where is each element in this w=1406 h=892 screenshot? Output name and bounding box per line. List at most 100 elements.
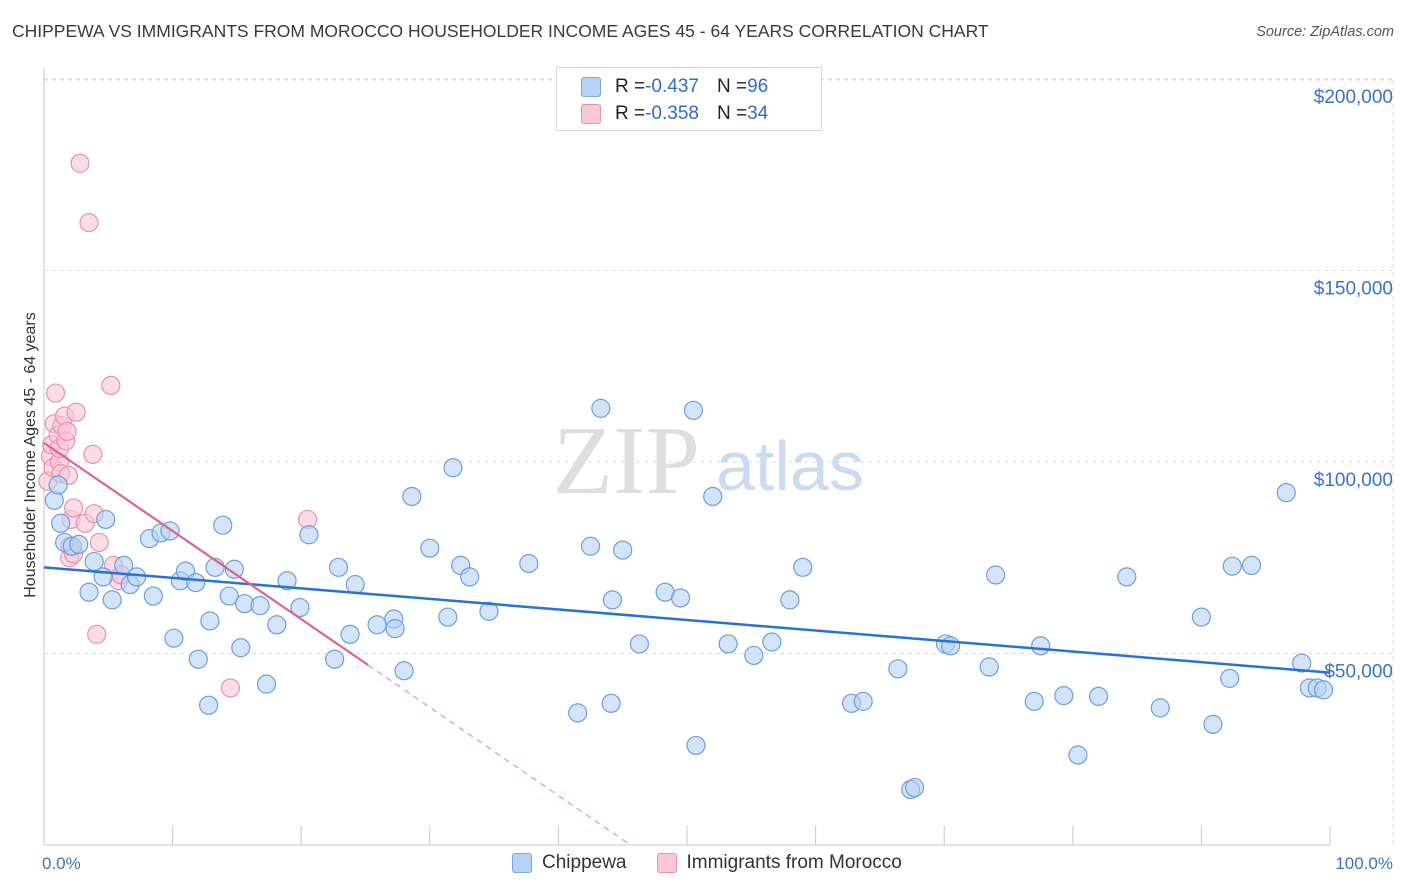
n-value: 96	[747, 76, 769, 97]
watermark-atlas: atlas	[716, 427, 864, 505]
chippewa-swatch	[512, 853, 532, 873]
n-value: 34	[747, 103, 769, 124]
morocco-point	[83, 444, 103, 464]
chippewa-points	[44, 398, 1334, 800]
chippewa-point	[1276, 483, 1296, 503]
chippewa-point	[718, 634, 738, 654]
chippewa-trend-line	[43, 566, 1331, 674]
legend-row-chippewa: R = -0.437 N = 96	[581, 75, 768, 99]
chippewa-point	[670, 588, 691, 608]
chippewa-point	[213, 515, 233, 535]
chippewa-point	[1222, 556, 1242, 576]
chippewa-point	[591, 398, 611, 418]
chippewa-point	[299, 525, 319, 545]
chippewa-point	[443, 458, 463, 478]
chippewa-point	[986, 565, 1006, 585]
morocco-point	[101, 375, 121, 395]
chippewa-point	[256, 674, 277, 694]
n-label: N =	[716, 76, 748, 97]
morocco-point	[70, 153, 90, 173]
chippewa-point	[79, 582, 99, 602]
morocco-trend-line	[43, 441, 369, 666]
chippewa-point	[438, 607, 458, 627]
chippewa-point	[325, 649, 345, 669]
chippewa-point	[1292, 653, 1312, 673]
chippewa-point	[1220, 668, 1240, 688]
chippewa-point	[102, 590, 122, 610]
watermark-zip: ZIP	[553, 407, 700, 515]
morocco-point	[220, 678, 241, 698]
chippewa-point	[96, 509, 116, 530]
chippewa-point	[51, 513, 71, 533]
morocco-swatch	[581, 104, 601, 124]
chippewa-point	[340, 624, 360, 644]
morocco-point	[87, 624, 107, 644]
y-tick-label: $100,000	[1314, 470, 1393, 491]
chippewa-point	[683, 400, 704, 420]
chippewa-point	[979, 657, 999, 677]
morocco-swatch	[656, 853, 677, 873]
chippewa-point	[1241, 555, 1262, 576]
chippewa-point	[1054, 686, 1074, 706]
chippewa-point	[941, 636, 961, 656]
chippewa-point	[888, 659, 908, 679]
legend-item-morocco[interactable]: Immigrants from Morocco	[656, 852, 902, 874]
n-label: N =	[716, 103, 748, 124]
chippewa-point	[460, 567, 480, 587]
chippewa-point	[762, 632, 782, 652]
chippewa-point	[277, 571, 297, 591]
y-tick-label: $200,000	[1314, 87, 1393, 108]
chippewa-point	[793, 557, 813, 577]
chippewa-point	[629, 634, 650, 654]
series-legend: Chippewa Immigrants from Morocco	[512, 852, 932, 874]
morocco-point	[63, 498, 84, 518]
y-axis-label: Householder Income Ages 45 - 64 years	[22, 312, 39, 598]
chippewa-point	[186, 573, 206, 593]
chippewa-point	[1313, 680, 1334, 700]
chippewa-point	[69, 534, 89, 554]
r-label: R =	[615, 103, 646, 124]
morocco-point	[45, 383, 66, 403]
legend-item-chippewa[interactable]: Chippewa	[512, 852, 627, 874]
morocco-point	[79, 213, 99, 233]
chippewa-point	[1088, 686, 1109, 706]
chippewa-point	[1068, 745, 1088, 765]
chippewa-point	[1150, 698, 1170, 718]
watermark: ZIP atlas	[553, 407, 864, 515]
chippewa-point	[580, 536, 601, 556]
legend-row-morocco: R = -0.358 N = 34	[581, 102, 768, 126]
legend-label: Immigrants from Morocco	[686, 852, 902, 873]
chippewa-swatch	[581, 77, 601, 97]
chippewa-point	[905, 777, 925, 798]
chippewa-point	[367, 615, 387, 635]
chippewa-point	[744, 645, 764, 666]
chippewa-point	[290, 597, 310, 618]
chippewa-point	[224, 559, 244, 579]
chippewa-point	[231, 638, 251, 658]
r-value: -0.358	[645, 103, 699, 124]
morocco-trend-extension	[367, 664, 631, 846]
trend-lines	[43, 441, 1331, 846]
x-tick-label: 100.0%	[1335, 854, 1393, 873]
chippewa-point	[853, 691, 873, 711]
y-tick-label: $150,000	[1314, 279, 1393, 300]
chart-title: CHIPPEWA VS IMMIGRANTS FROM MOROCCO HOUS…	[12, 21, 989, 41]
chippewa-point	[686, 735, 706, 756]
chippewa-point	[48, 475, 68, 495]
morocco-point	[89, 532, 109, 553]
chippewa-point	[188, 649, 208, 669]
r-value: -0.437	[645, 76, 699, 97]
chippewa-point	[602, 590, 623, 610]
chippewa-point	[219, 586, 239, 606]
chippewa-point	[568, 703, 588, 723]
chippewa-point	[1031, 636, 1051, 656]
chippewa-point	[1117, 567, 1137, 587]
chippewa-point	[385, 619, 405, 639]
legend-label: Chippewa	[542, 852, 627, 873]
morocco-point	[57, 421, 77, 441]
chippewa-point	[200, 611, 220, 631]
chippewa-point	[267, 615, 287, 635]
correlation-legend: R = -0.437 N = 96 R = -0.358 N = 34	[556, 67, 822, 131]
chippewa-point	[1024, 691, 1044, 711]
x-tick-labels: 0.0% 100.0%	[42, 854, 1393, 873]
